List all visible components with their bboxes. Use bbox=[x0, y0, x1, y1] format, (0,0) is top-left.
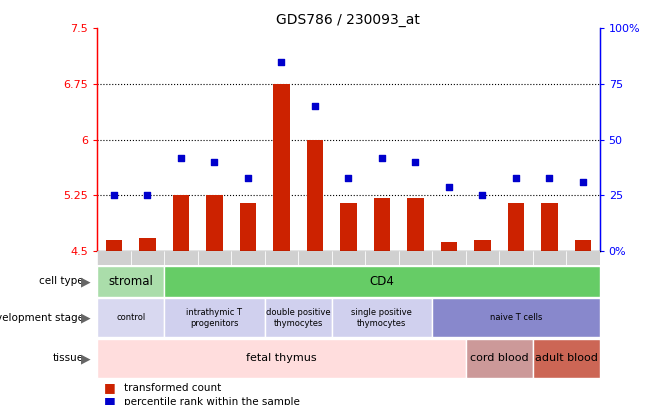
Point bbox=[410, 159, 421, 165]
Bar bbox=[432, 251, 466, 265]
Bar bbox=[566, 251, 600, 265]
Point bbox=[243, 174, 253, 181]
Bar bbox=[265, 298, 332, 337]
Bar bbox=[139, 239, 155, 251]
Bar bbox=[541, 203, 557, 251]
Bar bbox=[441, 242, 457, 251]
Point bbox=[109, 192, 119, 198]
Bar bbox=[198, 251, 231, 265]
Bar bbox=[273, 84, 289, 251]
Bar bbox=[474, 240, 490, 251]
Point bbox=[343, 174, 354, 181]
Bar bbox=[466, 339, 533, 378]
Bar bbox=[340, 203, 356, 251]
Point bbox=[176, 154, 186, 161]
Bar bbox=[499, 251, 533, 265]
Point bbox=[310, 103, 320, 110]
Text: fetal thymus: fetal thymus bbox=[246, 354, 317, 363]
Point bbox=[511, 174, 521, 181]
Text: cord blood: cord blood bbox=[470, 354, 529, 363]
Bar bbox=[508, 203, 524, 251]
Bar bbox=[432, 298, 600, 337]
Bar bbox=[574, 240, 591, 251]
Bar bbox=[533, 339, 600, 378]
Bar bbox=[533, 251, 566, 265]
Point bbox=[477, 192, 488, 198]
Bar bbox=[231, 251, 265, 265]
Bar bbox=[265, 251, 298, 265]
Bar bbox=[399, 251, 432, 265]
Text: ■: ■ bbox=[104, 382, 116, 394]
Text: transformed count: transformed count bbox=[124, 383, 221, 393]
Bar bbox=[407, 198, 423, 251]
Bar bbox=[374, 198, 390, 251]
Bar bbox=[164, 298, 265, 337]
Point bbox=[377, 154, 387, 161]
Point bbox=[209, 159, 220, 165]
Text: ▶: ▶ bbox=[81, 352, 90, 365]
Bar bbox=[240, 203, 256, 251]
Bar bbox=[131, 251, 164, 265]
Point bbox=[444, 183, 454, 190]
Text: stromal: stromal bbox=[109, 275, 153, 288]
Text: adult blood: adult blood bbox=[535, 354, 598, 363]
Bar bbox=[97, 251, 131, 265]
Text: cell type: cell type bbox=[39, 277, 84, 286]
Text: development stage: development stage bbox=[0, 313, 84, 323]
Text: single positive
thymocytes: single positive thymocytes bbox=[352, 308, 412, 328]
Point bbox=[578, 179, 588, 185]
Text: ▶: ▶ bbox=[81, 275, 90, 288]
Bar bbox=[365, 251, 399, 265]
Bar bbox=[206, 196, 222, 251]
Text: tissue: tissue bbox=[53, 354, 84, 363]
Bar bbox=[298, 251, 332, 265]
Text: CD4: CD4 bbox=[369, 275, 395, 288]
Text: naive T cells: naive T cells bbox=[490, 313, 542, 322]
Bar bbox=[164, 251, 198, 265]
Bar bbox=[306, 140, 323, 251]
Text: ■: ■ bbox=[104, 395, 116, 405]
Text: control: control bbox=[116, 313, 145, 322]
Point bbox=[544, 174, 555, 181]
Text: double positive
thymocytes: double positive thymocytes bbox=[266, 308, 330, 328]
Bar bbox=[164, 266, 600, 297]
Bar bbox=[97, 339, 466, 378]
Bar bbox=[466, 251, 499, 265]
Bar bbox=[332, 298, 432, 337]
Text: intrathymic T
progenitors: intrathymic T progenitors bbox=[186, 308, 243, 328]
Point bbox=[142, 192, 153, 198]
Bar bbox=[97, 298, 164, 337]
Text: percentile rank within the sample: percentile rank within the sample bbox=[124, 397, 300, 405]
Bar bbox=[106, 240, 122, 251]
Text: ▶: ▶ bbox=[81, 311, 90, 324]
Bar bbox=[97, 266, 164, 297]
Title: GDS786 / 230093_at: GDS786 / 230093_at bbox=[277, 13, 420, 27]
Bar bbox=[332, 251, 365, 265]
Point bbox=[276, 58, 287, 65]
Bar bbox=[172, 196, 189, 251]
